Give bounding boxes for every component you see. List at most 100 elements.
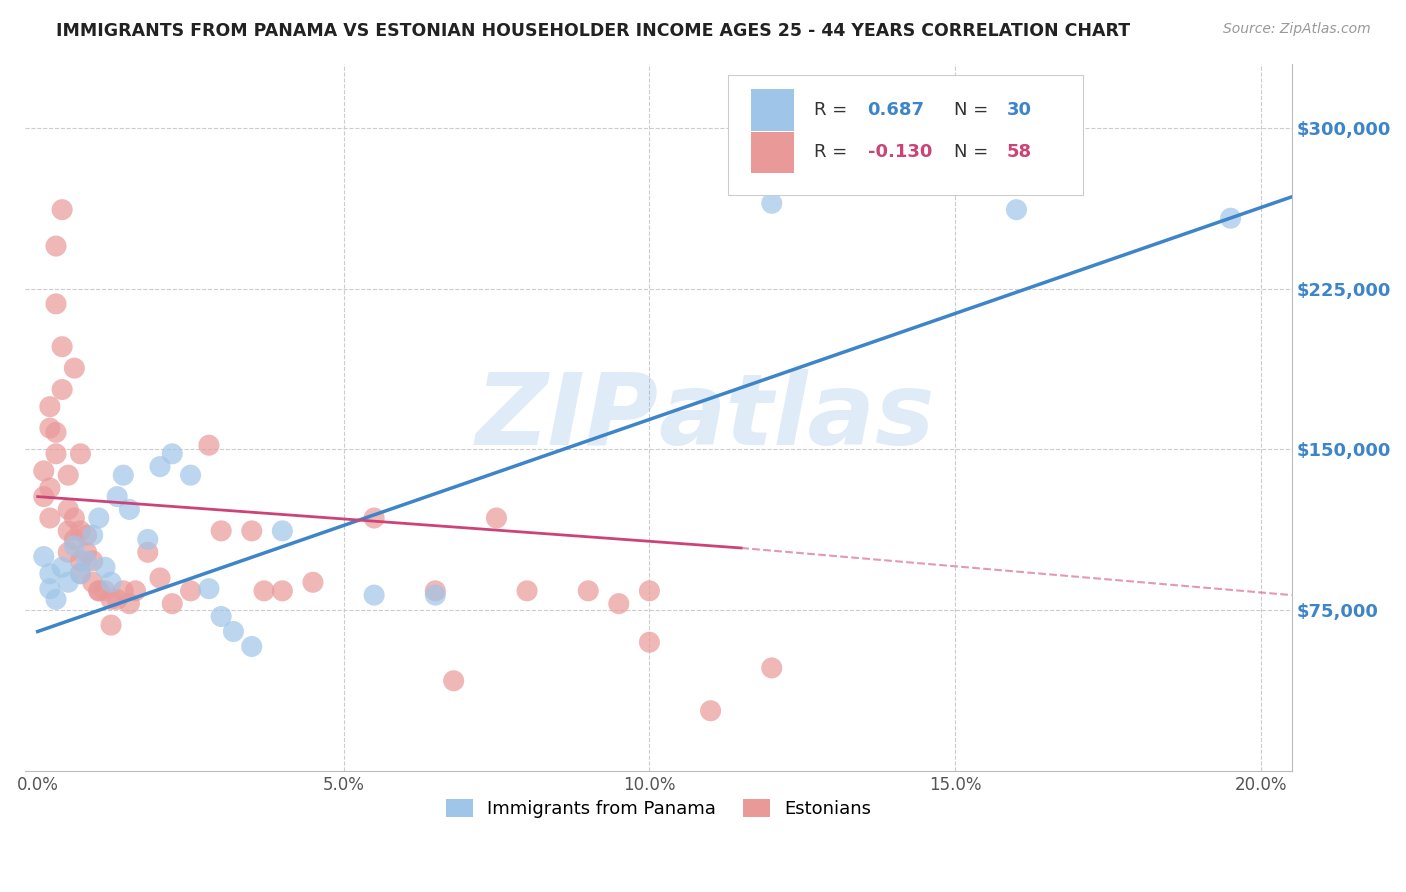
- Point: [100, 618, 122, 632]
- Point: [45, 239, 67, 253]
- Point: [51, 383, 73, 397]
- Point: [425, 588, 447, 602]
- Point: [82, 554, 104, 568]
- Point: [51, 340, 73, 354]
- Point: [87, 583, 110, 598]
- Point: [63, 361, 86, 376]
- Point: [363, 511, 385, 525]
- Point: [76, 554, 98, 568]
- Point: [112, 468, 135, 483]
- Point: [38, 481, 60, 495]
- Point: [425, 583, 447, 598]
- Point: [124, 583, 146, 598]
- Point: [576, 583, 599, 598]
- FancyBboxPatch shape: [728, 75, 1083, 194]
- Point: [222, 624, 245, 639]
- Point: [100, 592, 122, 607]
- Text: 0.687: 0.687: [868, 101, 925, 119]
- Point: [160, 447, 183, 461]
- FancyBboxPatch shape: [751, 131, 794, 173]
- Point: [761, 661, 783, 675]
- Point: [271, 583, 294, 598]
- Point: [443, 673, 465, 688]
- Point: [1005, 202, 1028, 217]
- Point: [51, 560, 73, 574]
- Point: [45, 447, 67, 461]
- Point: [209, 609, 232, 624]
- Point: [302, 575, 325, 590]
- Point: [240, 640, 263, 654]
- FancyBboxPatch shape: [751, 89, 794, 131]
- Point: [38, 421, 60, 435]
- Point: [58, 545, 80, 559]
- Point: [638, 583, 661, 598]
- Point: [82, 528, 104, 542]
- Text: 58: 58: [1007, 144, 1032, 161]
- Point: [485, 511, 508, 525]
- Text: R =: R =: [814, 101, 853, 119]
- Point: [638, 635, 661, 649]
- Point: [45, 297, 67, 311]
- Point: [69, 566, 91, 581]
- Point: [87, 511, 110, 525]
- Text: -0.130: -0.130: [868, 144, 932, 161]
- Point: [136, 533, 159, 547]
- Text: IMMIGRANTS FROM PANAMA VS ESTONIAN HOUSEHOLDER INCOME AGES 25 - 44 YEARS CORRELA: IMMIGRANTS FROM PANAMA VS ESTONIAN HOUSE…: [56, 22, 1130, 40]
- Point: [271, 524, 294, 538]
- Point: [69, 566, 91, 581]
- Point: [63, 511, 86, 525]
- Point: [58, 524, 80, 538]
- Text: Source: ZipAtlas.com: Source: ZipAtlas.com: [1223, 22, 1371, 37]
- Point: [63, 533, 86, 547]
- Point: [136, 545, 159, 559]
- Point: [198, 582, 221, 596]
- Point: [63, 539, 86, 553]
- Point: [160, 597, 183, 611]
- Point: [105, 490, 128, 504]
- Point: [32, 490, 55, 504]
- Point: [58, 468, 80, 483]
- Point: [149, 571, 172, 585]
- Text: N =: N =: [953, 101, 994, 119]
- Point: [240, 524, 263, 538]
- Point: [58, 575, 80, 590]
- Point: [180, 468, 202, 483]
- Point: [87, 583, 110, 598]
- Point: [105, 592, 128, 607]
- Text: N =: N =: [953, 144, 994, 161]
- Point: [149, 459, 172, 474]
- Text: atlas: atlas: [658, 369, 935, 466]
- Point: [51, 202, 73, 217]
- Legend: Immigrants from Panama, Estonians: Immigrants from Panama, Estonians: [439, 791, 879, 825]
- Point: [1219, 211, 1241, 226]
- Point: [699, 704, 721, 718]
- Point: [112, 583, 135, 598]
- Text: ZIP: ZIP: [475, 369, 658, 466]
- Point: [516, 583, 538, 598]
- Point: [761, 196, 783, 211]
- Point: [38, 582, 60, 596]
- Text: 30: 30: [1007, 101, 1032, 119]
- Point: [69, 447, 91, 461]
- Point: [76, 545, 98, 559]
- Point: [118, 502, 141, 516]
- Point: [209, 524, 232, 538]
- Text: R =: R =: [814, 144, 853, 161]
- Point: [58, 502, 80, 516]
- Point: [69, 554, 91, 568]
- Point: [82, 575, 104, 590]
- Point: [38, 400, 60, 414]
- Point: [69, 524, 91, 538]
- Point: [94, 583, 117, 598]
- Point: [32, 549, 55, 564]
- Point: [32, 464, 55, 478]
- Point: [38, 566, 60, 581]
- Point: [45, 425, 67, 440]
- Point: [94, 560, 117, 574]
- Point: [607, 597, 630, 611]
- Point: [45, 592, 67, 607]
- Point: [76, 528, 98, 542]
- Point: [180, 583, 202, 598]
- Point: [198, 438, 221, 452]
- Point: [118, 597, 141, 611]
